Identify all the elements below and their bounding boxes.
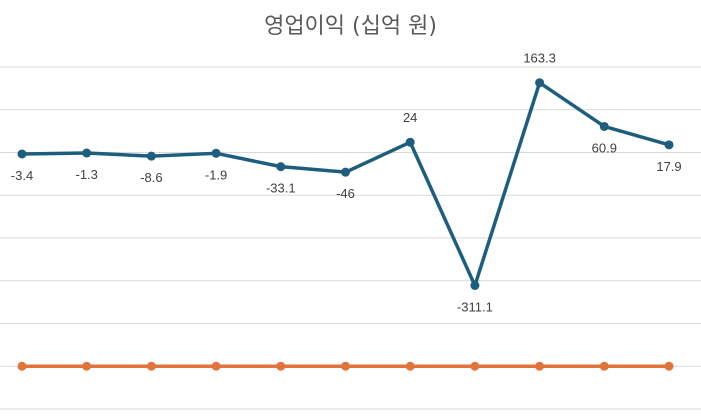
data-label: -1.3 [75,167,97,182]
series-0-point [470,280,480,290]
series-0-point [17,149,27,159]
data-label: -8.6 [140,170,162,185]
data-label: 24 [403,110,417,125]
series-0-point [82,148,92,158]
series-0-point [535,78,545,88]
series-1-point [470,361,480,371]
series-0-point [599,121,609,131]
series-1-point [599,361,609,371]
series-0-point [211,148,221,158]
data-label: 17.9 [656,159,681,174]
series-0-point [276,162,286,172]
data-label: -1.9 [205,167,227,182]
series-0-point [146,151,156,161]
data-label: -311.1 [457,299,493,314]
series-1-point [535,361,545,371]
data-label: 60.9 [592,140,617,155]
series-1-point [341,361,350,371]
chart-title: 영업이익 (십억 원) [264,14,437,39]
series-0-point [341,167,350,177]
data-label: -3.4 [11,168,33,183]
data-label: -46 [336,186,355,201]
series-1-point [211,361,221,371]
series-1-point [146,361,156,371]
series-0-line [21,80,670,288]
series-1-point [405,361,415,371]
series-0-point [664,140,674,150]
series-1-point [82,361,92,371]
data-label: 163.3 [523,51,556,66]
series-0-point [405,137,415,147]
series-1-point [276,361,286,371]
series-1-point [664,361,674,371]
data-label: -33.1 [266,181,296,196]
series-1-point [17,361,27,371]
